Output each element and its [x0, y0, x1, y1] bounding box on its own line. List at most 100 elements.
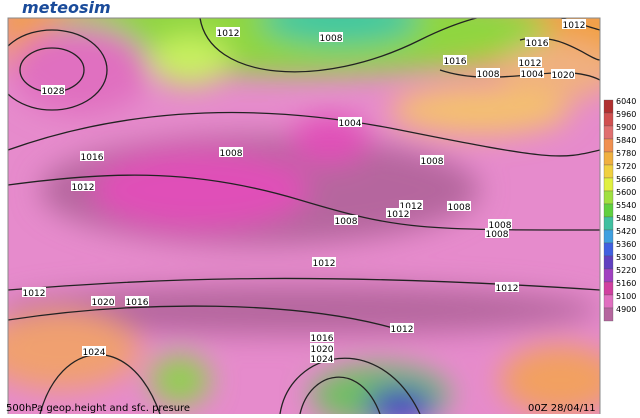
- colorbar-swatch: [603, 229, 614, 244]
- isobar-label-bg: [41, 85, 65, 95]
- isobar-label: 1004: [339, 119, 362, 129]
- isobar-label: 1012: [23, 289, 46, 299]
- isobar-label: 1016: [444, 57, 467, 67]
- colorbar-swatch: [603, 151, 614, 166]
- isobar-label: 1012: [400, 202, 423, 212]
- colorbar-label: 6040: [616, 97, 636, 106]
- colorbar-label: 5160: [616, 279, 636, 288]
- colorbar-label: 5420: [616, 227, 636, 236]
- isobar-label-bg: [399, 200, 423, 210]
- colorbar-swatch: [603, 216, 614, 231]
- isobar-label: 1020: [92, 298, 115, 308]
- colorbar-label: 5300: [616, 253, 636, 262]
- isobar-label: 1008: [489, 221, 512, 231]
- isobar-label: 1012: [563, 21, 586, 31]
- isobar-label: 1012: [217, 29, 240, 39]
- isobar-label-bg: [390, 323, 414, 333]
- isobar-label-bg: [476, 68, 500, 78]
- isobar-label-bg: [420, 155, 444, 165]
- isobar-label-bg: [310, 332, 334, 342]
- isobar-label-bg: [91, 296, 115, 306]
- colorbar-swatch: [603, 138, 614, 153]
- colorbar-label: 5100: [616, 292, 636, 301]
- colorbar-swatch: [603, 281, 614, 296]
- isobar-label-bg: [71, 181, 95, 191]
- isobar-label: 1008: [421, 157, 444, 167]
- isobar-label-bg: [216, 27, 240, 37]
- isobar-label: 1008: [448, 203, 471, 213]
- isobar-label: 1024: [311, 355, 334, 365]
- isobar-label-bg: [219, 147, 243, 157]
- isobar-label-bg: [310, 353, 334, 363]
- isobar-label-bg: [525, 37, 549, 47]
- isobar-label: 1012: [72, 183, 95, 193]
- isobar-label: 1004: [521, 70, 544, 80]
- isobar-label: 1012: [387, 210, 410, 220]
- isobar-label: 1024: [83, 348, 106, 358]
- isobar-label: 1008: [335, 217, 358, 227]
- map-frame: [7, 17, 601, 418]
- isobar-label: 1012: [496, 284, 519, 294]
- isobar-label: 1008: [220, 149, 243, 159]
- colorbar-swatch: [603, 190, 614, 205]
- colorbar-swatch: [603, 177, 614, 192]
- colorbar-label: 5900: [616, 123, 636, 132]
- isobar-label-bg: [310, 343, 334, 353]
- colorbar-swatch: [603, 255, 614, 270]
- isobar-label-bg: [551, 69, 575, 79]
- isobar-label-bg: [562, 19, 586, 29]
- isobar-label-bg: [518, 57, 542, 67]
- isobar-label: 1012: [313, 259, 336, 269]
- isobar-label-bg: [80, 151, 104, 161]
- isobar-label: 1016: [526, 39, 549, 49]
- timestamp: 00Z 28/04/11: [528, 403, 596, 414]
- isobar-label: 1016: [81, 153, 104, 163]
- colorbar-label: 5960: [616, 110, 636, 119]
- isobar-label: 1008: [320, 34, 343, 44]
- isobar-label-bg: [520, 68, 544, 78]
- isobar-label-bg: [319, 32, 343, 42]
- isobar-label-bg: [312, 257, 336, 267]
- colorbar-swatch: [603, 125, 614, 140]
- colorbar-swatch: [603, 242, 614, 257]
- isobar-label: 1020: [311, 345, 334, 355]
- colorbar-label: 5360: [616, 240, 636, 249]
- caption: 500hPa geop.height and sfc. presure: [6, 403, 190, 414]
- isobar-label: 1008: [477, 70, 500, 80]
- colorbar-label: 5220: [616, 266, 636, 275]
- colorbar-swatch: [603, 164, 614, 179]
- isobar-label: 1008: [486, 230, 509, 240]
- colorbar-swatch: [603, 294, 614, 309]
- isobar-label-bg: [447, 201, 471, 211]
- isobar-label-bg: [125, 296, 149, 306]
- isobar-label-bg: [443, 55, 467, 65]
- isobar-label: 1028: [42, 87, 65, 97]
- colorbar: 6040 5960 5900 5840 5780 5720 5660 5600 5540 5480…: [603, 97, 636, 322]
- isobar-label: 1016: [311, 334, 334, 344]
- colorbar-label: 4900: [616, 305, 636, 314]
- isobar-label-bg: [488, 219, 512, 229]
- colorbar-label: 5720: [616, 162, 636, 171]
- isobar-label: 1012: [519, 59, 542, 69]
- isobar-label-bg: [485, 228, 509, 238]
- colorbar-swatch: [603, 99, 614, 114]
- colorbar-swatch: [603, 203, 614, 218]
- isobar-label: 1012: [391, 325, 414, 335]
- logo: meteosim: [22, 0, 111, 17]
- isobar-label-bg: [334, 215, 358, 225]
- colorbar-label: 5780: [616, 149, 636, 158]
- colorbar-swatch: [603, 307, 614, 322]
- colorbar-swatch: [603, 268, 614, 283]
- isobar-label-bg: [338, 117, 362, 127]
- colorbar-label: 5600: [616, 188, 636, 197]
- colorbar-label: 5660: [616, 175, 636, 184]
- colorbar-swatch: [603, 112, 614, 127]
- isobar-label-bg: [22, 287, 46, 297]
- isobar-label: 1020: [552, 71, 575, 81]
- isobar-label-bg: [386, 208, 410, 218]
- isobar-label: 1016: [126, 298, 149, 308]
- isobar-label-bg: [495, 282, 519, 292]
